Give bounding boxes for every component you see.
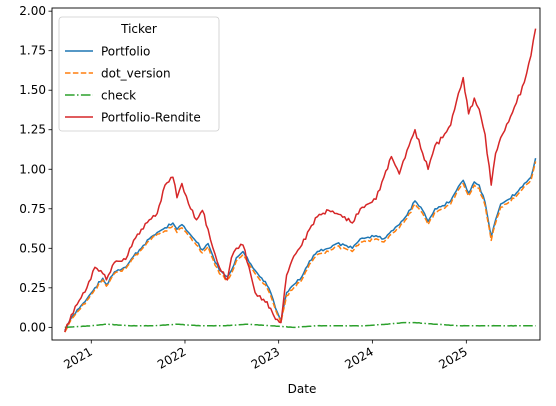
y-tick-label: 1.00 bbox=[19, 162, 46, 176]
series-line-portfolio bbox=[64, 158, 537, 331]
y-tick-label: 0.00 bbox=[19, 320, 46, 334]
y-tick-label: 1.25 bbox=[19, 123, 46, 137]
legend-entry-label: Portfolio bbox=[101, 45, 150, 59]
series-line-portfolio-rendite bbox=[64, 28, 537, 333]
legend-entry-label: check bbox=[101, 89, 136, 103]
y-axis: 0.00 0.25 0.50 0.75 1.00 1.25 1.50 1.75 2.00 bbox=[19, 4, 52, 334]
y-tick-label: 0.75 bbox=[19, 202, 46, 216]
legend-title: Ticker bbox=[120, 22, 157, 36]
legend-entry-label: Portfolio-Rendite bbox=[101, 111, 201, 125]
series-layer bbox=[64, 28, 537, 333]
y-tick-label: 0.25 bbox=[19, 281, 46, 295]
y-tick-label: 2.00 bbox=[19, 4, 46, 18]
legend-box bbox=[58, 16, 220, 132]
legend-entry-label: dot_version bbox=[101, 67, 171, 81]
series-line-check bbox=[64, 321, 536, 329]
axes-frame bbox=[51, 7, 541, 341]
y-tick-label: 1.50 bbox=[19, 83, 46, 97]
x-axis-label: Date bbox=[288, 382, 317, 396]
y-tick-label: 1.75 bbox=[19, 44, 46, 58]
y-tick-label: 0.50 bbox=[19, 241, 46, 255]
series-line-dot-version bbox=[64, 161, 537, 333]
